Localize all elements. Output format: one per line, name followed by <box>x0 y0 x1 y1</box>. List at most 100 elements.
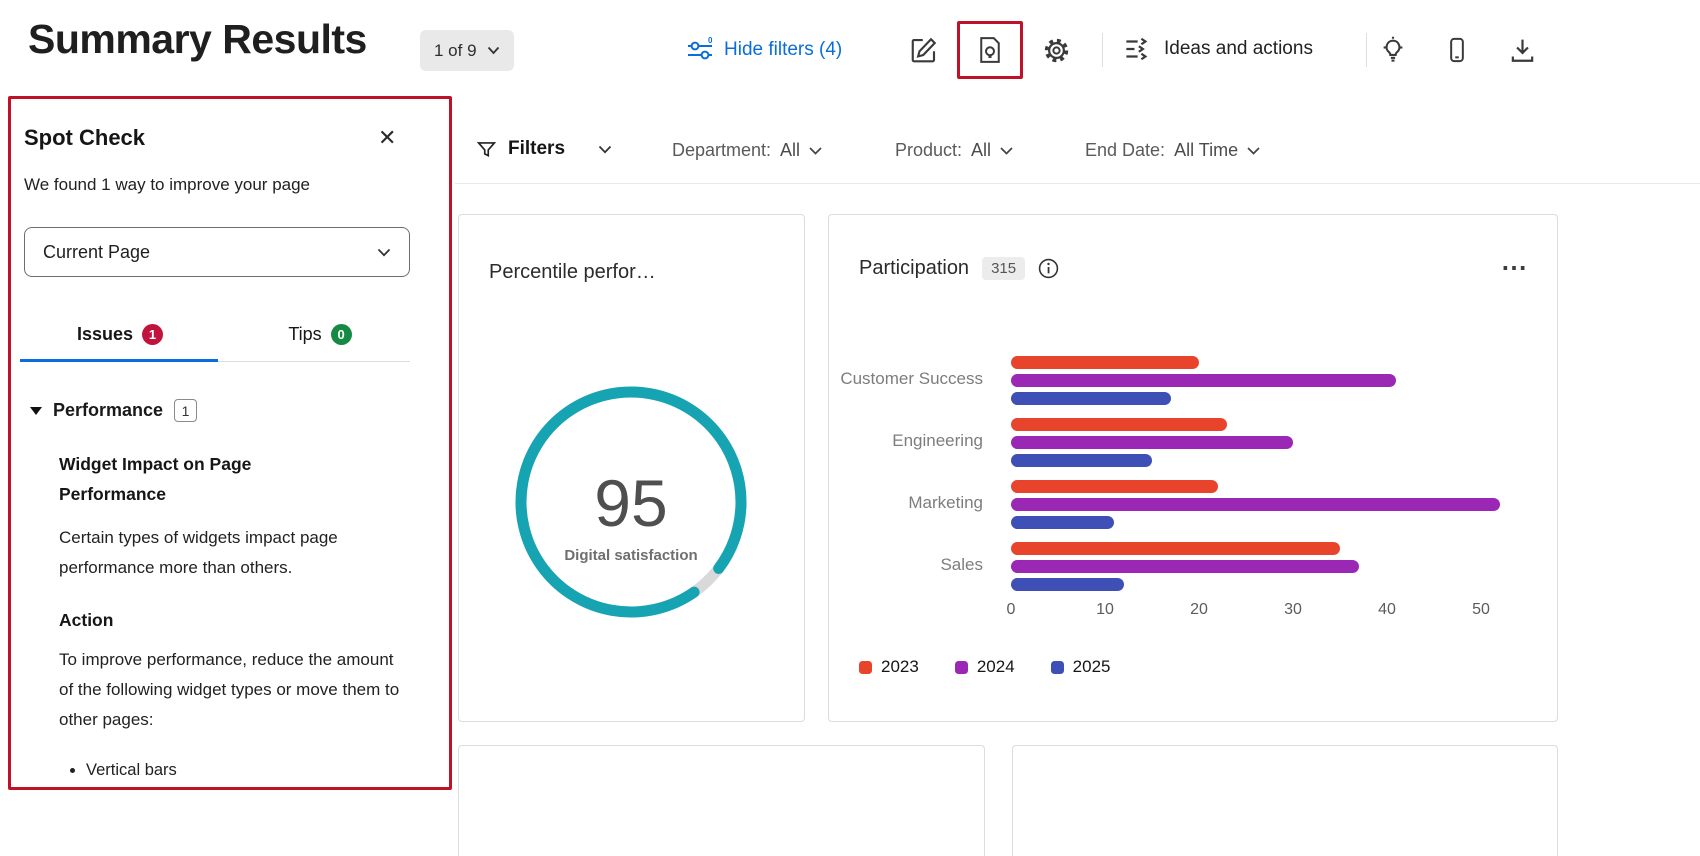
edit-button[interactable] <box>902 26 946 74</box>
performance-count-badge: 1 <box>174 399 197 422</box>
tab-tips-label: Tips <box>288 324 321 345</box>
gauge-value: 95 <box>506 465 756 541</box>
suggestions-button[interactable] <box>1371 26 1415 74</box>
bar-2025-sales[interactable] <box>1011 578 1124 591</box>
page-title-text: Summary Results <box>28 16 367 62</box>
app: Summary Results 1 of 9 0 Hide filters (4… <box>0 0 1700 856</box>
bar-2023-engineering[interactable] <box>1011 418 1227 431</box>
bar-2023-customer-success[interactable] <box>1011 356 1199 369</box>
percentile-card: Percentile perfor… 95 Digital satisfacti… <box>458 214 805 722</box>
legend-item-2024[interactable]: 2024 <box>955 657 1015 677</box>
filter-end-date[interactable]: End Date: All Time <box>1085 140 1260 161</box>
filter-name: End Date: <box>1085 140 1165 161</box>
hide-filters-label: Hide filters (4) <box>724 39 842 61</box>
spot-check-subtitle: We found 1 way to improve your page <box>24 175 310 195</box>
action-items-list: Vertical bars <box>86 757 177 783</box>
phone-icon <box>1443 36 1471 64</box>
partial-card <box>1012 745 1558 856</box>
page-selector[interactable]: 1 of 9 <box>420 30 514 71</box>
performance-section-header[interactable]: Performance 1 <box>30 399 197 422</box>
bar-2024-marketing[interactable] <box>1011 498 1500 511</box>
chevron-down-icon <box>1247 147 1260 155</box>
bar-2025-marketing[interactable] <box>1011 516 1114 529</box>
tab-issues[interactable]: Issues 1 <box>20 309 220 359</box>
spot-check-panel: Spot Check ✕ We found 1 way to improve y… <box>8 97 452 790</box>
action-heading: Action <box>59 605 113 635</box>
toolbar-divider <box>1366 33 1367 67</box>
bar-2023-marketing[interactable] <box>1011 480 1218 493</box>
filter-value: All Time <box>1174 140 1238 161</box>
performance-section-label: Performance <box>53 400 163 421</box>
spot-check-tabs: Issues 1 Tips 0 <box>20 309 420 359</box>
filter-department[interactable]: Department: All <box>672 140 822 161</box>
gauge-label: Digital satisfaction <box>506 547 756 564</box>
legend-label: 2025 <box>1073 657 1111 677</box>
bar-2025-engineering[interactable] <box>1011 454 1152 467</box>
action-body: To improve performance, reduce the amoun… <box>59 645 403 735</box>
chevron-down-icon <box>1000 147 1013 155</box>
filter-value: All <box>971 140 991 161</box>
category-label: Customer Success <box>829 369 997 389</box>
filter-value: All <box>780 140 800 161</box>
filters-menu[interactable]: Filters <box>476 138 612 160</box>
bar-2024-sales[interactable] <box>1011 560 1359 573</box>
page-title: Summary Results <box>28 16 367 63</box>
action-item: Vertical bars <box>86 757 177 783</box>
spot-check-button[interactable] <box>968 26 1012 74</box>
issue-body: Certain types of widgets impact page per… <box>59 523 407 583</box>
page-selector-label: 1 of 9 <box>434 41 477 61</box>
chevron-down-icon <box>809 147 822 155</box>
spot-check-title: Spot Check <box>24 125 145 151</box>
legend-swatch <box>1051 661 1064 674</box>
ideas-and-actions-button[interactable]: Ideas and actions <box>1122 34 1313 64</box>
bar-2025-customer-success[interactable] <box>1011 392 1171 405</box>
legend-swatch <box>859 661 872 674</box>
legend-swatch <box>955 661 968 674</box>
page-check-icon <box>975 35 1005 65</box>
x-tick-label: 0 <box>991 601 1031 619</box>
chevron-down-icon <box>598 145 612 154</box>
legend-label: 2024 <box>977 657 1015 677</box>
x-tick-label: 30 <box>1273 601 1313 619</box>
participation-chart: Customer Success Engineering Marketing Sale… <box>829 215 1559 723</box>
filter-name: Product: <box>895 140 962 161</box>
bar-2024-engineering[interactable] <box>1011 436 1293 449</box>
bar-2023-sales[interactable] <box>1011 542 1340 555</box>
ideas-and-actions-label: Ideas and actions <box>1164 38 1313 60</box>
category-label: Engineering <box>829 431 997 451</box>
mobile-preview-button[interactable] <box>1435 26 1479 74</box>
x-tick-label: 40 <box>1367 601 1407 619</box>
filters-menu-label: Filters <box>508 138 565 160</box>
legend-item-2023[interactable]: 2023 <box>859 657 919 677</box>
gear-icon <box>1042 36 1071 65</box>
export-download-button[interactable] <box>1500 26 1544 74</box>
scope-select-value: Current Page <box>43 242 150 263</box>
download-icon <box>1508 36 1537 65</box>
partial-card <box>458 745 985 856</box>
x-tick-label: 50 <box>1461 601 1501 619</box>
hide-filters-button[interactable]: 0 Hide filters (4) <box>686 37 842 63</box>
settings-button[interactable] <box>1034 26 1078 74</box>
filters-divider <box>455 183 1700 184</box>
caret-down-icon <box>30 407 42 415</box>
tab-tips[interactable]: Tips 0 <box>220 309 420 359</box>
lightbulb-icon <box>1378 35 1408 65</box>
legend-label: 2023 <box>881 657 919 677</box>
active-tab-underline <box>20 359 218 362</box>
bar-2024-customer-success[interactable] <box>1011 374 1396 387</box>
filter-name: Department: <box>672 140 771 161</box>
category-label: Sales <box>829 555 997 575</box>
chevron-down-icon <box>377 248 391 257</box>
x-tick-label: 10 <box>1085 601 1125 619</box>
filter-product[interactable]: Product: All <box>895 140 1013 161</box>
chevron-down-icon <box>487 46 500 55</box>
scope-select[interactable]: Current Page <box>24 227 410 277</box>
participation-card: Participation 315 ⋯ Customer SuccessEngi… <box>828 214 1558 722</box>
legend-item-2025[interactable]: 2025 <box>1051 657 1111 677</box>
filter-slider-icon: 0 <box>686 37 714 63</box>
svg-text:0: 0 <box>708 37 713 45</box>
category-label: Marketing <box>829 493 997 513</box>
issue-title: Widget Impact on Page Performance <box>59 449 314 509</box>
close-icon[interactable]: ✕ <box>378 125 396 151</box>
edit-pencil-icon <box>909 35 939 65</box>
